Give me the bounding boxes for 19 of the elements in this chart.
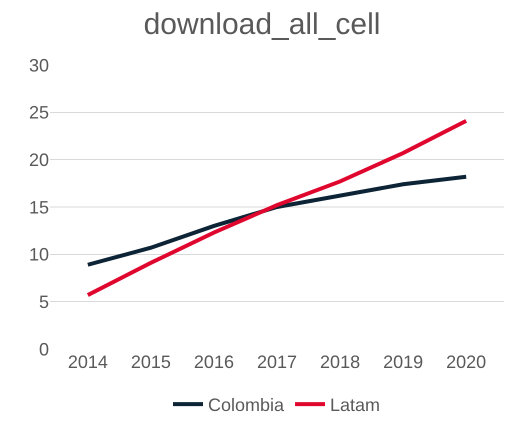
chart-title: download_all_cell [144,8,380,42]
y-tick-label: 20 [28,150,49,170]
legend-label: Colombia [208,395,286,416]
x-tick-label: 2017 [256,352,298,372]
y-tick-label: 5 [38,292,49,312]
y-tick-label: 25 [28,102,49,123]
x-tick-label: 2018 [320,352,360,372]
line-series [86,174,468,267]
x-tick-label: 2019 [383,352,424,372]
line-series [86,118,468,298]
legend-label: Latam [330,395,380,416]
x-tick-label: 2016 [194,352,234,372]
y-tick-label: 10 [28,244,49,265]
y-tick-label: 30 [28,55,49,76]
y-tick-label: 0 [38,339,49,360]
y-tick-label: 15 [28,197,49,218]
x-tick-label: 2020 [446,352,486,372]
x-tick-label: 2015 [130,352,171,372]
x-tick-label: 2014 [68,352,108,372]
